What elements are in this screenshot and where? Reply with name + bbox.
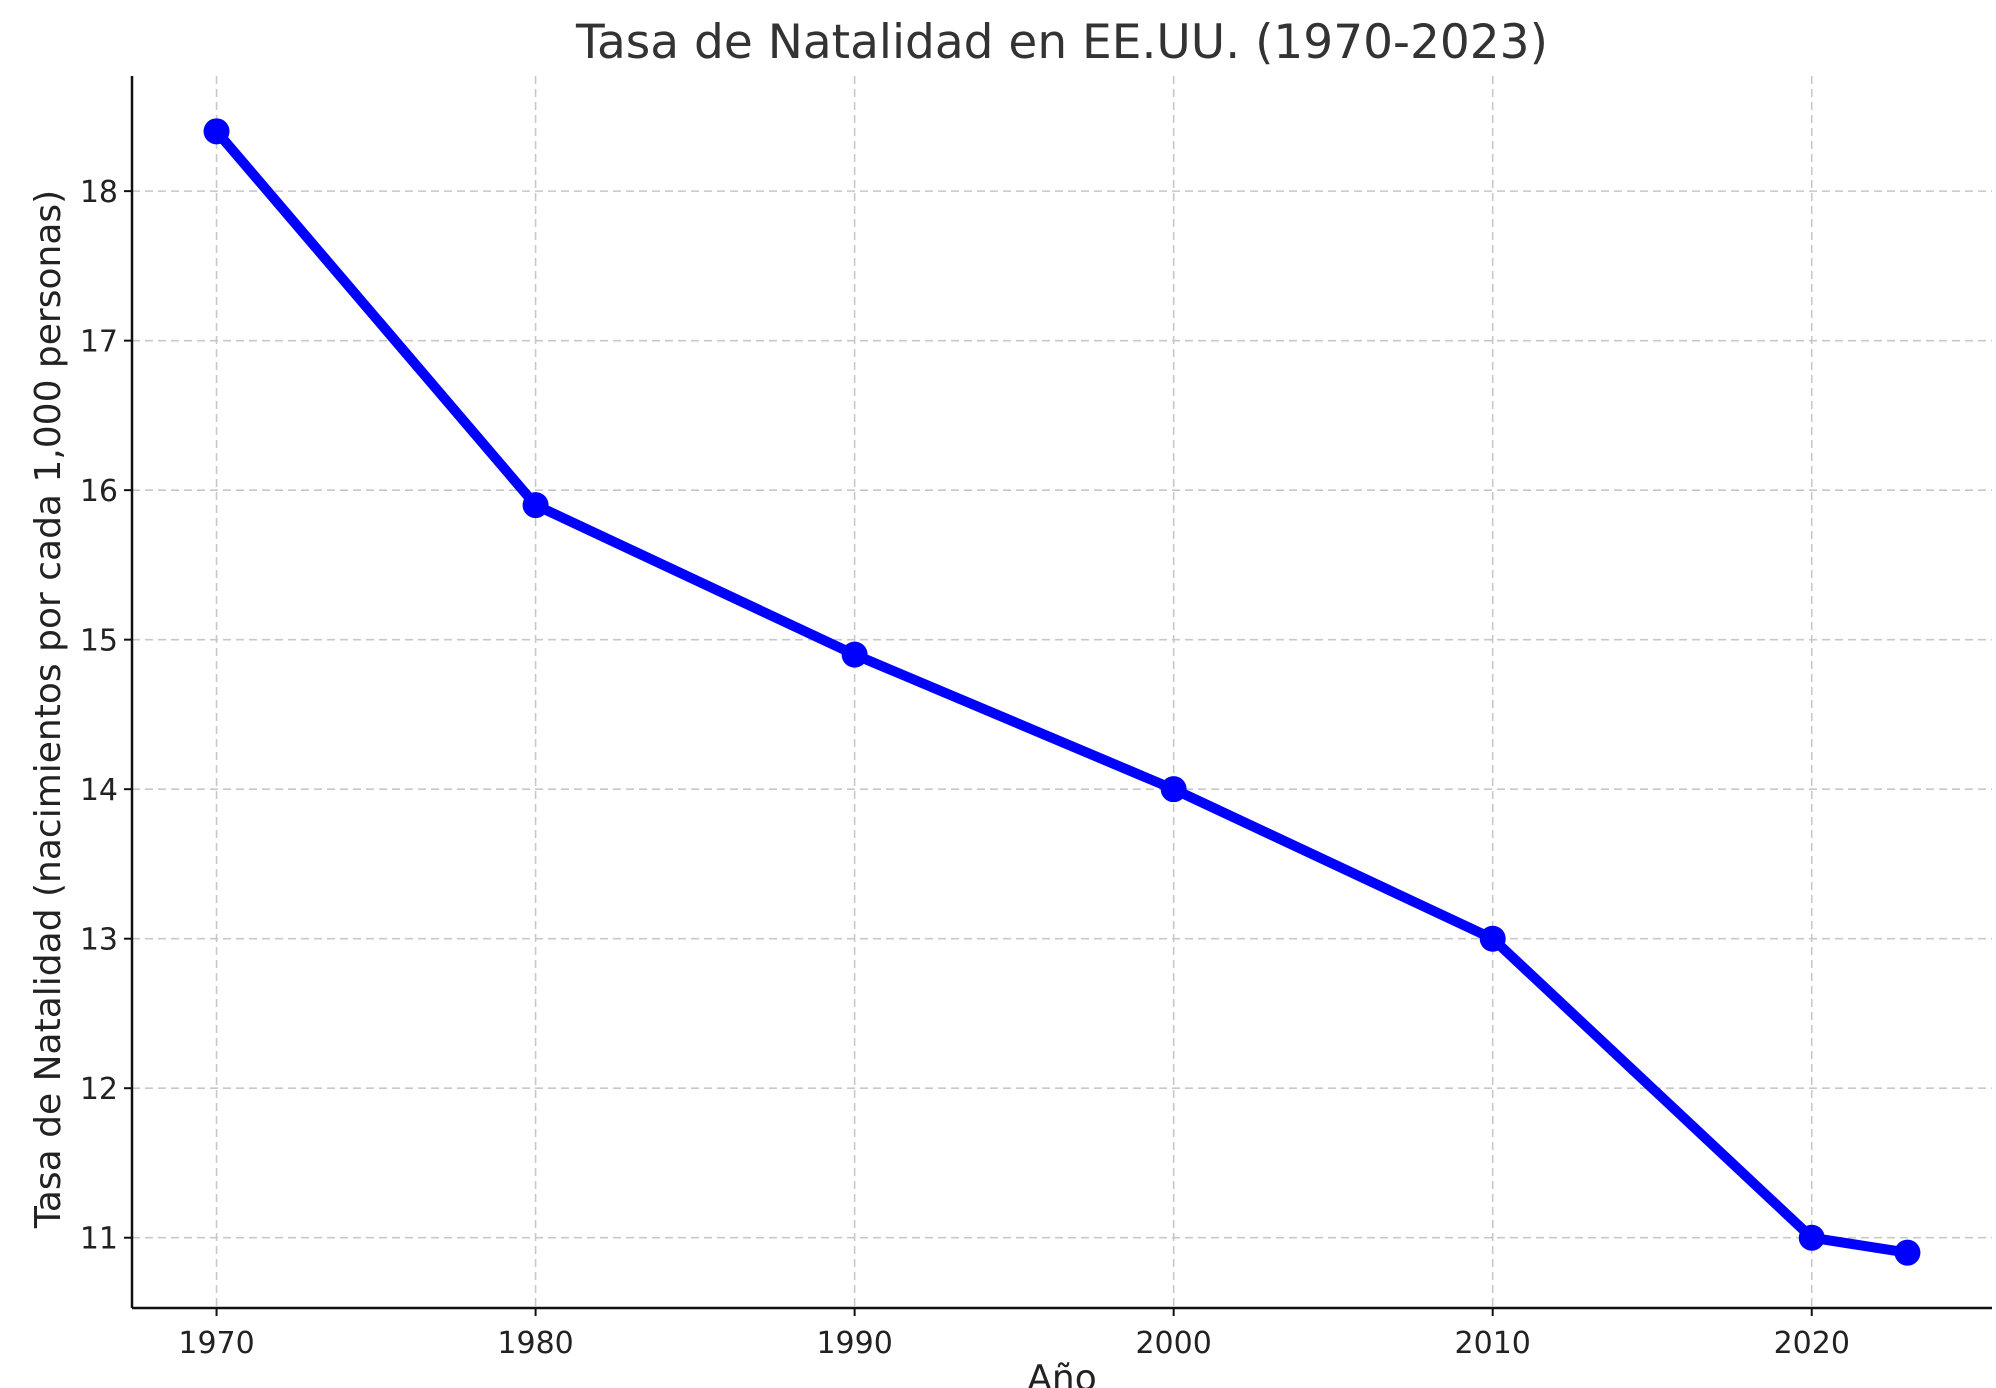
series xyxy=(203,118,1921,1266)
x-tick-label-1980: 1980 xyxy=(497,1326,573,1361)
axes xyxy=(130,76,1992,1310)
data-point-2023 xyxy=(1894,1239,1921,1266)
data-point-1990 xyxy=(841,641,868,668)
grid xyxy=(132,76,1992,1308)
y-tick-label-16: 16 xyxy=(80,474,118,509)
y-ticks: 11 12 13 14 15 16 17 18 xyxy=(80,175,132,1257)
x-tick-label-2020: 2020 xyxy=(1774,1326,1850,1361)
y-tick-label-11: 11 xyxy=(80,1222,118,1257)
data-point-1980 xyxy=(522,492,549,519)
data-point-2020 xyxy=(1798,1224,1825,1251)
x-ticks: 1970 1980 1990 2000 2010 2020 xyxy=(178,1308,1850,1361)
x-tick-label-1970: 1970 xyxy=(178,1326,254,1361)
y-tick-label-14: 14 xyxy=(80,773,118,808)
data-point-2000 xyxy=(1160,776,1187,803)
y-tick-label-17: 17 xyxy=(80,325,118,360)
data-point-2010 xyxy=(1479,925,1506,952)
chart-title: Tasa de Natalidad en EE.UU. (1970-2023) xyxy=(575,15,1548,70)
x-tick-label-2000: 2000 xyxy=(1135,1326,1211,1361)
x-tick-label-1990: 1990 xyxy=(816,1326,892,1361)
y-axis-label: Tasa de Natalidad (nacimientos por cada … xyxy=(28,190,69,1229)
x-tick-label-2010: 2010 xyxy=(1455,1326,1531,1361)
y-tick-label-18: 18 xyxy=(80,175,118,210)
series-line-0 xyxy=(211,126,1913,1258)
data-point-1970 xyxy=(203,118,230,145)
y-tick-label-15: 15 xyxy=(80,624,118,659)
x-axis-label: Año xyxy=(1027,1358,1096,1388)
y-tick-label-12: 12 xyxy=(80,1072,118,1107)
y-tick-label-13: 13 xyxy=(80,923,118,958)
